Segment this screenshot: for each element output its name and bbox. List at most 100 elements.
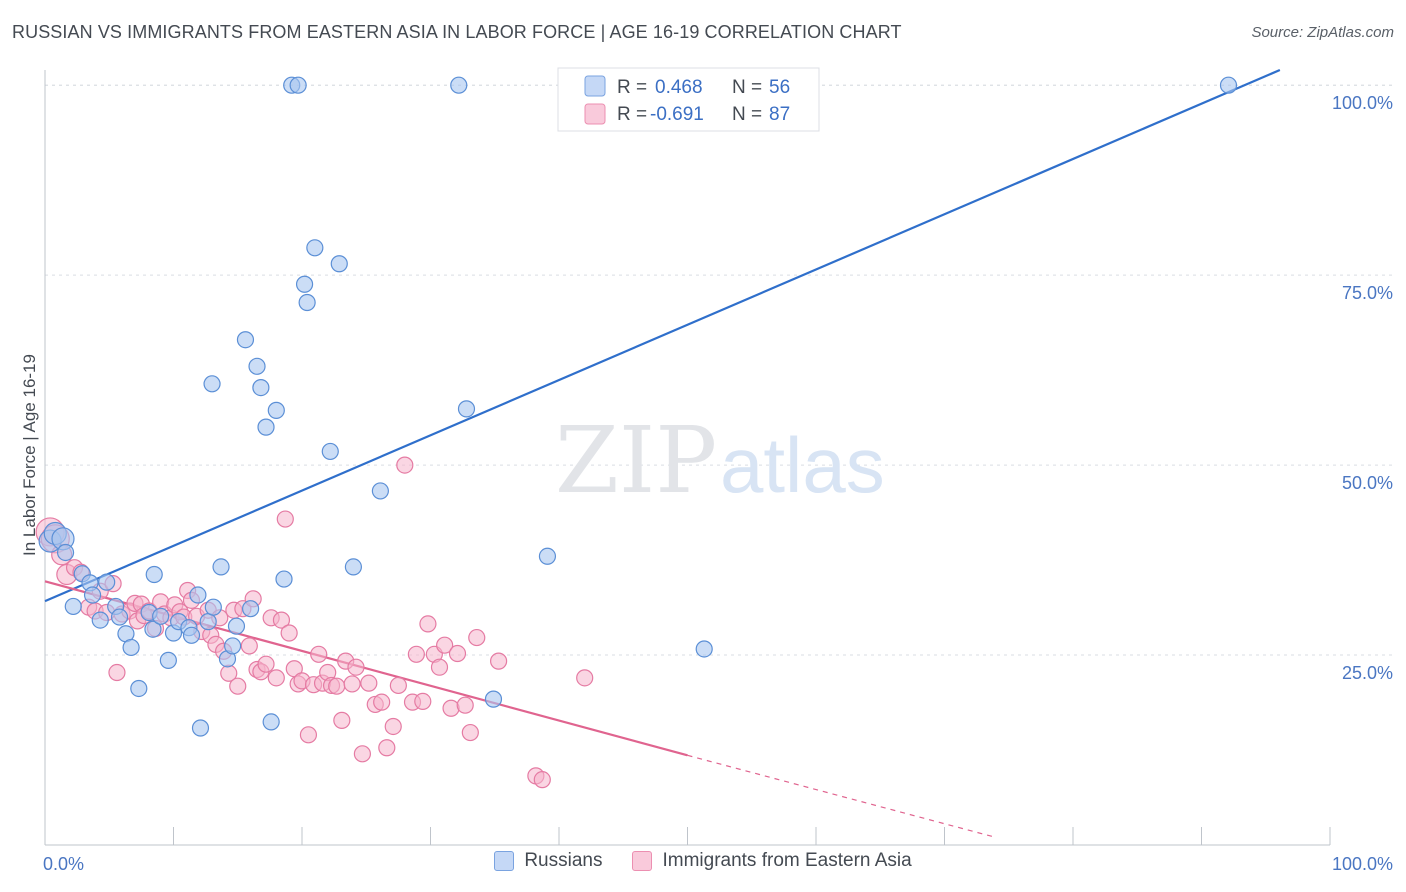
point-russians (98, 573, 116, 591)
y-tick-label: 75.0% (1342, 283, 1393, 303)
point-russians (248, 357, 266, 375)
point-russians (159, 651, 177, 669)
point-immigrants (373, 693, 391, 711)
point-russians (64, 597, 82, 616)
stats-n-label-immigrants: N = (732, 104, 762, 125)
point-russians (236, 331, 255, 349)
point-russians (152, 607, 170, 625)
point-russians (538, 547, 557, 565)
point-russians (295, 275, 314, 293)
point-immigrants (576, 669, 594, 687)
point-immigrants (468, 628, 486, 647)
point-russians (204, 598, 222, 616)
watermark-atlas: atlas (720, 421, 885, 509)
series-legend: Russians Immigrants from Eastern Asia (0, 850, 1406, 872)
point-immigrants (299, 726, 318, 744)
point-russians (330, 255, 348, 273)
point-immigrants (448, 644, 467, 663)
point-immigrants (396, 456, 414, 474)
y-tick-label: 100.0% (1332, 93, 1393, 113)
trend-line-russians (44, 68, 1281, 603)
point-russians (242, 600, 260, 618)
point-immigrants (280, 624, 298, 642)
point-immigrants (419, 615, 437, 633)
stats-n-value-immigrants: 87 (769, 104, 790, 125)
stats-n-value-russians: 56 (769, 77, 790, 98)
point-russians (122, 638, 140, 657)
point-russians (257, 418, 275, 436)
point-russians (199, 613, 217, 631)
point-immigrants (389, 676, 407, 695)
legend-swatch-russians (494, 851, 515, 871)
point-russians (262, 713, 280, 731)
axes (44, 70, 1331, 846)
legend-item-russians: Russians (494, 850, 602, 872)
point-russians (130, 679, 148, 698)
point-immigrants (328, 677, 346, 695)
legend-item-immigrants: Immigrants from Eastern Asia (632, 850, 912, 872)
point-russians (56, 543, 75, 562)
point-russians (212, 558, 230, 576)
point-russians (298, 293, 316, 312)
point-russians (191, 719, 210, 737)
stats-swatch-immigrants (584, 103, 606, 125)
tick-labels: 25.0% 50.0% 75.0% 100.0% 0.0% 100.0% (43, 93, 1393, 874)
point-immigrants (533, 771, 551, 789)
point-immigrants (343, 675, 361, 693)
point-russians (110, 608, 129, 626)
point-russians (695, 640, 713, 658)
point-russians (83, 586, 102, 604)
stats-r-value-russians: 0.468 (655, 77, 703, 98)
stats-r-value-immigrants: -0.691 (650, 104, 704, 125)
legend-swatch-immigrants (632, 851, 653, 871)
point-immigrants (442, 699, 460, 717)
gridlines (45, 84, 1392, 656)
point-russians (450, 76, 468, 94)
x-tick-label-min: 0.0% (43, 854, 84, 874)
point-immigrants (276, 510, 294, 528)
point-immigrants (353, 745, 371, 763)
point-immigrants (108, 663, 126, 682)
y-tick-label: 50.0% (1342, 473, 1393, 493)
point-russians (182, 626, 201, 644)
point-immigrants (267, 669, 285, 687)
point-immigrants (456, 696, 474, 714)
points-russians (38, 76, 1238, 737)
watermark-zip: ZIP (555, 407, 717, 514)
point-russians (224, 637, 242, 655)
point-immigrants (240, 637, 258, 655)
point-immigrants (378, 739, 396, 757)
y-axis-label: In Labor Force | Age 16-19 (20, 354, 39, 556)
stats-n-label-russians: N = (732, 77, 762, 98)
point-russians (275, 570, 293, 588)
point-immigrants (229, 677, 247, 695)
point-russians (145, 565, 163, 584)
point-immigrants (384, 717, 402, 736)
point-russians (457, 400, 476, 418)
stats-r-label-russians: R = (617, 77, 647, 98)
point-immigrants (360, 674, 378, 692)
point-immigrants (407, 645, 425, 663)
point-immigrants (436, 636, 454, 654)
point-immigrants (347, 658, 365, 676)
stats-legend: R = 0.468 N = 56 R = -0.691 N = 87 (557, 67, 820, 132)
point-immigrants (490, 652, 508, 670)
point-russians (321, 442, 339, 461)
point-russians (267, 401, 285, 419)
point-immigrants (430, 658, 449, 676)
point-immigrants (272, 611, 291, 629)
point-russians (227, 617, 246, 635)
point-immigrants (333, 711, 351, 729)
point-russians (484, 690, 503, 708)
stats-r-label-immigrants: R = (617, 104, 647, 125)
point-russians (144, 620, 162, 638)
legend-label-immigrants: Immigrants from Eastern Asia (662, 850, 912, 871)
point-russians (306, 239, 324, 257)
point-russians (371, 482, 389, 500)
point-russians (1219, 76, 1238, 94)
point-russians (252, 378, 270, 397)
source-label: Source: ZipAtlas.com (1251, 24, 1394, 41)
chart-title: RUSSIAN VS IMMIGRANTS FROM EASTERN ASIA … (12, 22, 902, 42)
watermark: ZIP atlas (555, 407, 885, 514)
point-immigrants (461, 723, 479, 742)
